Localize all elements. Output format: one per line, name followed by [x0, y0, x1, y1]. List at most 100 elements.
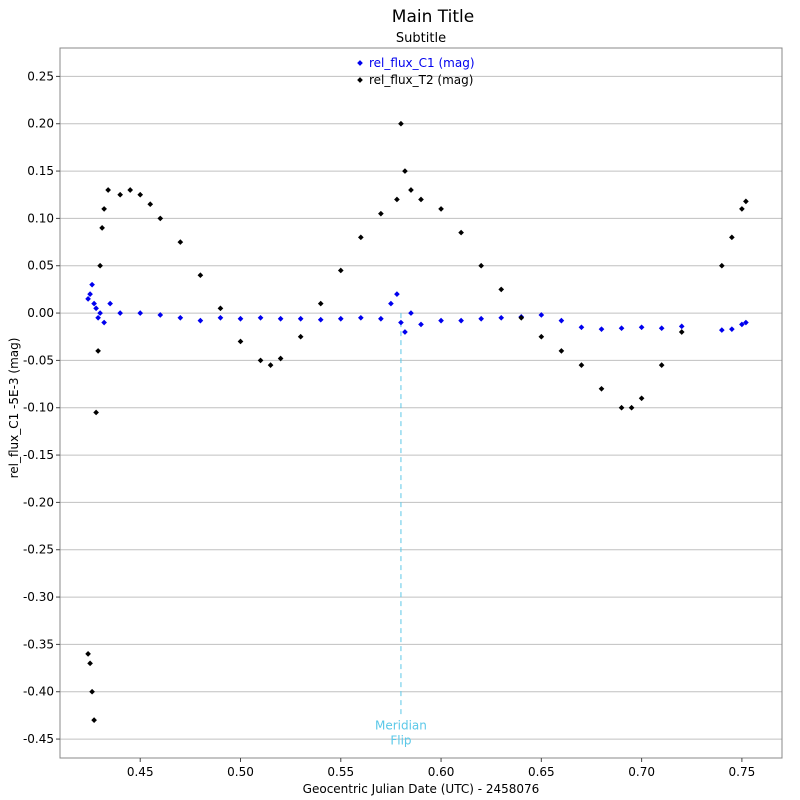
series-2-point: [394, 196, 400, 203]
series-1-point: [388, 300, 394, 307]
series-1-point: [638, 324, 645, 331]
series-2-point: [85, 651, 91, 657]
y-tick-label: 0.10: [27, 211, 54, 225]
series-2-point: [137, 191, 144, 198]
series-2-point: [127, 187, 134, 193]
series-2-point: [197, 272, 204, 279]
series-2-point: [438, 206, 444, 212]
series-1-point: [478, 315, 484, 322]
y-tick-label: -0.45: [23, 732, 54, 746]
series-1-point: [117, 310, 123, 316]
y-tick-label: -0.20: [23, 495, 54, 509]
series-1-point: [378, 315, 384, 322]
series-1-point: [197, 317, 204, 324]
y-tick-label: 0.05: [27, 259, 54, 273]
x-axis-label: Geocentric Julian Date (UTC) - 2458076: [303, 782, 540, 796]
series-1-point: [177, 314, 184, 321]
series-2-point: [89, 688, 95, 695]
y-tick-label: 0.15: [27, 164, 54, 178]
series-2-point: [408, 187, 414, 193]
series-1-point: [402, 329, 408, 335]
series-2-point: [358, 234, 364, 241]
series-1-point: [398, 319, 404, 326]
series-1-point: [89, 281, 95, 288]
series-2-point: [378, 210, 384, 217]
ticks-layer: 0.25 0.20 0.15 0.10 0.05 0.00 -0.05 -0.10 -0.15 -…: [23, 69, 755, 779]
meridian-flip-label: Meridian: [375, 719, 427, 733]
chart-subtitle: Subtitle: [396, 31, 446, 46]
series-2-point: [402, 168, 408, 174]
y-tick-label: -0.05: [23, 353, 54, 367]
series-2-point: [87, 660, 93, 667]
series-1-point: [93, 305, 99, 312]
legend-label-2: rel_flux_T2 (mag): [369, 73, 473, 87]
chart-title: Main Title: [392, 7, 474, 27]
series-2-point: [538, 333, 545, 340]
series-1-point: [337, 315, 344, 322]
series-2-point: [217, 305, 224, 312]
grid-layer: [60, 75, 782, 740]
x-tick-label: 0.60: [428, 765, 455, 779]
series-2-point: [729, 234, 735, 241]
series-2-point: [678, 329, 685, 335]
series-2-point: [93, 409, 99, 416]
series-1-point: [408, 310, 414, 316]
series-2-point: [237, 338, 244, 345]
series-1-point: [91, 300, 97, 307]
series-1-point: [418, 321, 424, 328]
series-2-point: [257, 357, 264, 364]
series-2-point: [177, 239, 184, 245]
series-2-point: [418, 196, 424, 203]
x-tick-label: 0.70: [628, 765, 655, 779]
x-tick-label: 0.55: [327, 765, 354, 779]
series-1-point: [458, 317, 464, 324]
y-axis-label: rel_flux_C1 -5E-3 (mag): [7, 338, 21, 479]
series-2-point: [458, 229, 464, 236]
series-1-point: [358, 314, 364, 321]
series-2-point: [157, 215, 164, 222]
x-tick-label: 0.45: [127, 765, 154, 779]
series-2-point: [498, 286, 505, 293]
y-tick-label: 0.00: [27, 306, 54, 320]
series-2-point: [297, 333, 304, 340]
series-2-point: [618, 404, 625, 411]
series-2-point: [95, 348, 101, 354]
series-2-point: [518, 314, 525, 321]
series-1-point: [538, 312, 545, 318]
y-tick-label: -0.30: [23, 590, 54, 604]
x-tick-label: 0.75: [729, 765, 756, 779]
series-1-point: [729, 326, 735, 332]
meridian-flip-label: Flip: [390, 734, 411, 748]
series-2-point: [719, 262, 725, 269]
series-1-point: [87, 291, 93, 297]
series-2-point: [147, 201, 154, 208]
series-1-point: [101, 319, 107, 326]
series-1-point: [107, 300, 113, 307]
y-tick-label: 0.20: [27, 117, 54, 131]
series-2-point: [478, 262, 484, 269]
legend: rel_flux_C1 (mag) rel_flux_T2 (mag): [357, 56, 475, 87]
series-1-point: [498, 314, 505, 321]
y-tick-label: 0.25: [27, 69, 54, 83]
y-tick-label: -0.15: [23, 448, 54, 462]
series-2-point: [105, 187, 111, 193]
series-1-point: [558, 317, 565, 324]
series-2-point: [398, 120, 404, 127]
legend-marker-2: [357, 77, 363, 83]
legend-marker-1: [357, 60, 363, 66]
series-2-point: [598, 385, 605, 392]
series-1-point: [317, 316, 324, 323]
points-layer: [85, 120, 749, 723]
series-1-point: [137, 310, 144, 316]
series-1-point: [658, 325, 665, 332]
series-2-point: [628, 404, 635, 411]
series-1-point: [297, 315, 304, 322]
series-2-point: [117, 191, 123, 198]
series-1-point: [678, 323, 685, 330]
series-2-point: [638, 395, 645, 402]
y-tick-label: -0.25: [23, 543, 54, 557]
series-1-point: [257, 314, 264, 321]
plot-frame: [59, 47, 783, 759]
